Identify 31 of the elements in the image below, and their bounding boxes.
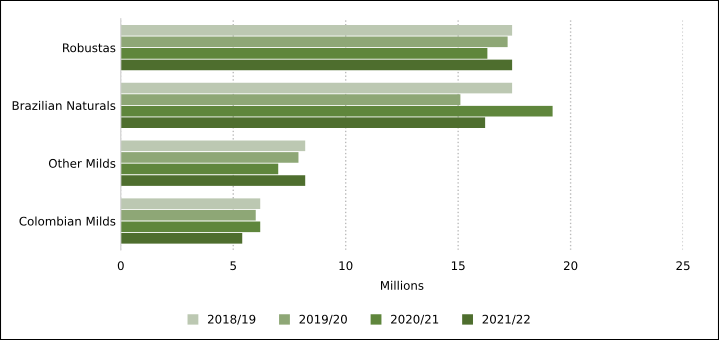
legend-label: 2020/21 [391, 314, 438, 325]
bar [120, 48, 488, 59]
bar [120, 106, 553, 116]
y-tick-label: Robustas [63, 43, 116, 52]
bar [120, 82, 512, 94]
bar [120, 60, 512, 70]
bar [120, 164, 278, 174]
y-tick-label: Brazilian Naturals [12, 100, 116, 110]
legend-label: 2021/22 [482, 314, 530, 325]
legend-label: 2018/19 [208, 314, 256, 325]
x-tick-label: 0 [118, 261, 124, 270]
bar [120, 210, 256, 221]
y-tick-label: Other Milds [48, 158, 116, 168]
bar [120, 117, 486, 128]
bar [120, 24, 512, 36]
y-tick-label: Colombian Milds [19, 216, 116, 226]
bar [120, 94, 460, 105]
bar [120, 175, 306, 186]
bar [120, 36, 508, 48]
bar [120, 233, 242, 244]
x-tick-label: 25 [676, 261, 690, 270]
x-tick-label: 5 [230, 261, 236, 270]
x-tick-label: 15 [452, 261, 465, 270]
bar [120, 221, 260, 232]
bar [120, 140, 306, 152]
bar [120, 152, 298, 163]
x-tick-label: 10 [339, 261, 352, 270]
bar [120, 198, 260, 209]
x-tick-label: 20 [564, 261, 578, 270]
x-axis-title: Millions [381, 280, 424, 290]
legend-label: 2019/20 [300, 314, 347, 325]
